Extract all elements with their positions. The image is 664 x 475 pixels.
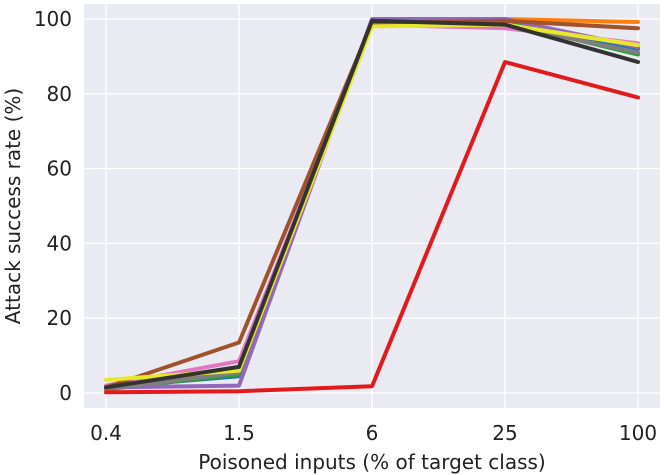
- y-tick-labels: 0 20 40 60 80 100: [34, 7, 72, 405]
- x-axis-title: Poisoned inputs (% of target class): [198, 450, 545, 474]
- y-tick-label: 0: [59, 381, 72, 405]
- y-tick-label: 60: [47, 157, 72, 181]
- x-tick-labels: 0.4 1.5 6 25 100: [90, 421, 657, 445]
- series-lines: [104, 17, 640, 395]
- y-tick-label: 20: [47, 306, 72, 330]
- y-tick-label: 40: [47, 231, 72, 255]
- series-line-10: [104, 60, 640, 395]
- series-line-9: [104, 18, 640, 390]
- y-tick-label: 100: [34, 7, 72, 31]
- x-tick-label: 6: [366, 421, 379, 445]
- y-axis-title: Attack success rate (%): [1, 88, 25, 324]
- x-tick-label: 0.4: [90, 421, 122, 445]
- x-tick-label: 100: [619, 421, 657, 445]
- x-tick-label: 25: [492, 421, 517, 445]
- y-tick-label: 80: [47, 82, 72, 106]
- x-tick-label: 1.5: [223, 421, 255, 445]
- gridlines: [84, 4, 660, 408]
